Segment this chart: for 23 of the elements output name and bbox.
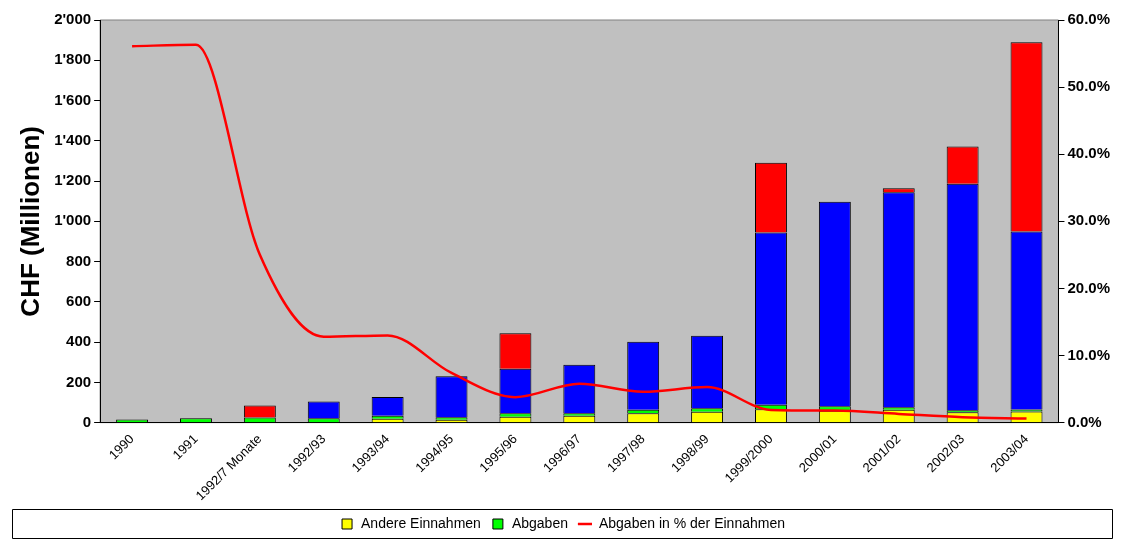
y2-tick-label: 50.0% (1067, 77, 1111, 95)
y-tick-label: 1'400 (54, 130, 92, 148)
y-tick-label: 600 (66, 291, 92, 309)
y-axis-title: CHF (Millionen) (14, 126, 45, 317)
y2-tick-label: 60.0% (1067, 10, 1111, 28)
y-tick-label: 1'600 (54, 90, 92, 108)
y-tick-label: 0 (82, 412, 92, 430)
y-tick-label: 400 (66, 332, 92, 350)
y2-tick-label: 10.0% (1067, 345, 1111, 363)
y2-tick-label: 40.0% (1067, 144, 1111, 162)
y-tick-label: 1'800 (54, 50, 92, 68)
y2-tick-label: 0.0% (1067, 412, 1102, 430)
line-series (130, 43, 1028, 420)
legend-label: Andere Einnahmen (361, 514, 481, 531)
y-tick-label: 800 (66, 251, 92, 269)
y2-tick-label: 20.0% (1067, 278, 1111, 296)
y2-tick-label: 30.0% (1067, 211, 1111, 229)
legend-label: Abgaben (511, 514, 568, 531)
y-tick-label: 1'200 (54, 171, 92, 189)
y-tick-label: 1'000 (54, 211, 92, 229)
y-tick-label: 200 (66, 372, 92, 390)
y-tick-label: 2'000 (54, 10, 92, 28)
legend-label: Abgaben in % der Einnahmen (598, 514, 785, 531)
